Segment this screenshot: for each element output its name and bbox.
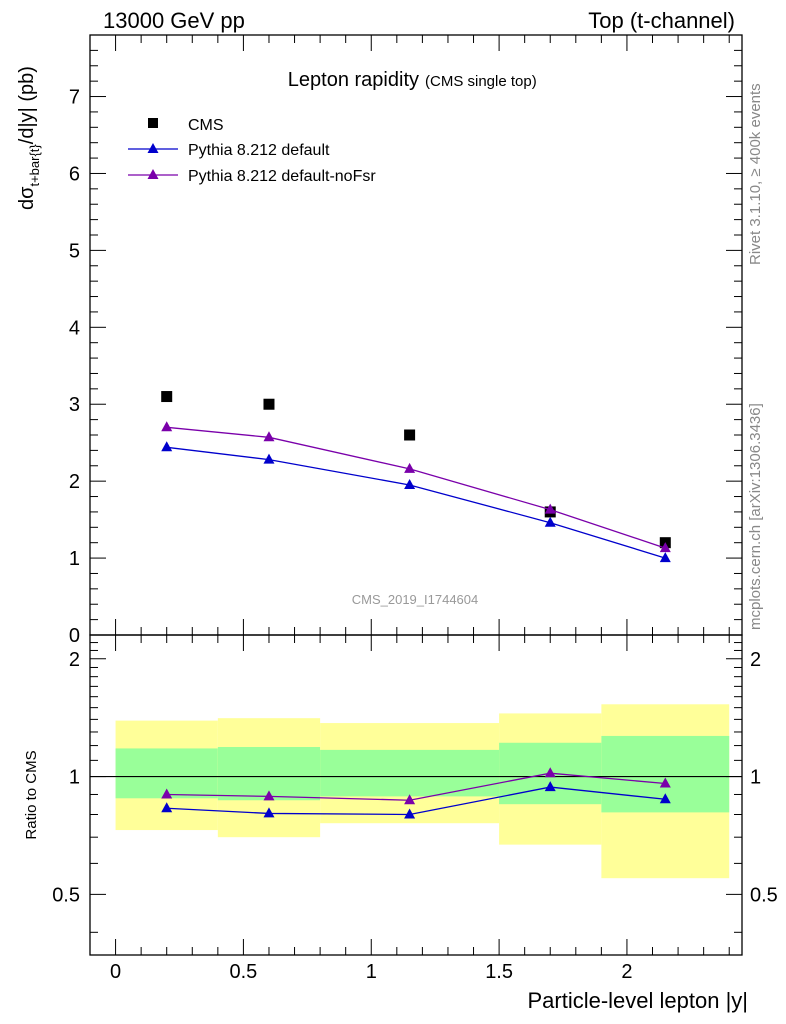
default-marker <box>263 453 275 464</box>
main-y-tick-label: 4 <box>69 317 80 339</box>
main-y-tick-label: 5 <box>69 240 80 262</box>
cms-data-point <box>263 398 275 410</box>
plot-title-sub: (CMS single top) <box>425 73 537 90</box>
ratio-default-marker <box>161 802 173 813</box>
x-tick-label: 2 <box>621 961 632 983</box>
ratio-panel: 0.5 0.5 1 1 2 2 0 0.5 1 1.5 2 Ratio to CMS Partic… <box>23 634 778 1013</box>
nofsr-marker <box>404 462 416 473</box>
x-tick-label: 1.5 <box>485 961 513 983</box>
nofsr-marker <box>161 421 173 432</box>
legend-default-marker <box>147 143 159 153</box>
legend: CMS Pythia 8.212 default Pythia 8.212 de… <box>128 117 376 185</box>
nofsr-marker <box>659 542 671 553</box>
header-process-label: Top (t-channel) <box>588 8 735 33</box>
default-marker <box>161 441 173 452</box>
ratio-default-marker <box>263 807 275 818</box>
main-y-tick-label: 1 <box>69 548 80 570</box>
main-series <box>161 391 671 563</box>
ratio-y-tick-label-left: 0.5 <box>52 884 80 906</box>
default-line <box>166 446 666 559</box>
ratio-default-marker <box>544 781 556 792</box>
ratio-frame <box>89 634 743 956</box>
default-marker <box>659 552 671 563</box>
ratio-nofsr-marker <box>404 794 416 805</box>
ratio-series <box>161 767 671 819</box>
main-y-axis-label: dσt+bar{t}/d|y| (pb) <box>16 66 42 210</box>
ratio-y-tick-label-right: 2 <box>750 649 761 671</box>
nofsr-marker <box>544 503 556 514</box>
legend-cms-label: CMS <box>188 117 224 134</box>
main-y-tick-label: 0 <box>69 625 80 647</box>
legend-nofsr-marker <box>147 169 159 179</box>
main-y-tick-label: 7 <box>69 87 80 109</box>
default-marker <box>404 479 416 489</box>
legend-default-label: Pythia 8.212 default <box>188 142 330 159</box>
x-tick-label: 1 <box>366 961 377 983</box>
main-y-tick-labels: 0 1 2 3 4 5 6 7 <box>69 87 80 647</box>
legend-cms-marker <box>148 118 158 128</box>
ratio-nofsr-marker <box>659 777 671 788</box>
ratio-y-tick-label-left: 1 <box>69 767 80 789</box>
main-y-axis-label-tail: /d|y| (pb) <box>16 66 38 144</box>
rivet-label: Rivet 3.1.10, ≥ 400k events <box>747 83 764 265</box>
uncertainty-band-inner <box>320 749 500 797</box>
ratio-default-marker <box>404 808 416 819</box>
mcplots-label: mcplots.cern.ch [arXiv:1306.3436] <box>747 403 764 630</box>
x-axis-label: Particle-level lepton |y| <box>527 988 748 1013</box>
plot-title: Lepton rapidity (CMS single top) <box>288 69 537 91</box>
ratio-nofsr-marker <box>263 790 275 801</box>
ratio-y-tick-label-right: 1 <box>750 767 761 789</box>
legend-nofsr-label: Pythia 8.212 default-noFsr <box>188 168 376 185</box>
plot-title-main: Lepton rapidity <box>288 69 419 91</box>
main-y-axis-label-main: dσ <box>16 186 38 210</box>
ratio-y-tick-labels: 0.5 0.5 1 1 2 2 <box>52 649 778 907</box>
x-tick-label: 0 <box>110 961 121 983</box>
ratio-y-axis-label: Ratio to CMS <box>23 750 40 839</box>
cms-data-point <box>404 429 416 441</box>
ratio-y-tick-label-left: 2 <box>69 649 80 671</box>
main-ticks <box>90 35 742 636</box>
x-tick-labels: 0 0.5 1 1.5 2 <box>110 961 632 983</box>
nofsr-line <box>166 426 666 549</box>
main-y-tick-label: 3 <box>69 394 80 416</box>
ratio-default-marker <box>659 793 671 804</box>
main-y-tick-label: 2 <box>69 471 80 493</box>
default-marker <box>544 516 556 527</box>
cms-data-point <box>161 391 173 403</box>
ratio-nofsr-marker <box>544 767 556 778</box>
header-energy-label: 13000 GeV pp <box>103 8 245 33</box>
main-panel: 0 1 2 3 4 5 6 7 CMS_2019_I1744604 Lepton rapidi… <box>16 34 743 647</box>
nofsr-marker <box>263 431 275 442</box>
x-tick-label: 0.5 <box>230 961 258 983</box>
ratio-bands <box>115 704 730 879</box>
main-y-axis-label-sub: t+bar{t} <box>27 144 42 187</box>
ratio-nofsr-marker <box>161 788 173 799</box>
watermark: CMS_2019_I1744604 <box>352 592 479 607</box>
main-y-tick-label: 6 <box>69 163 80 185</box>
ratio-y-tick-label-right: 0.5 <box>750 884 778 906</box>
ratio-ticks <box>90 635 742 955</box>
